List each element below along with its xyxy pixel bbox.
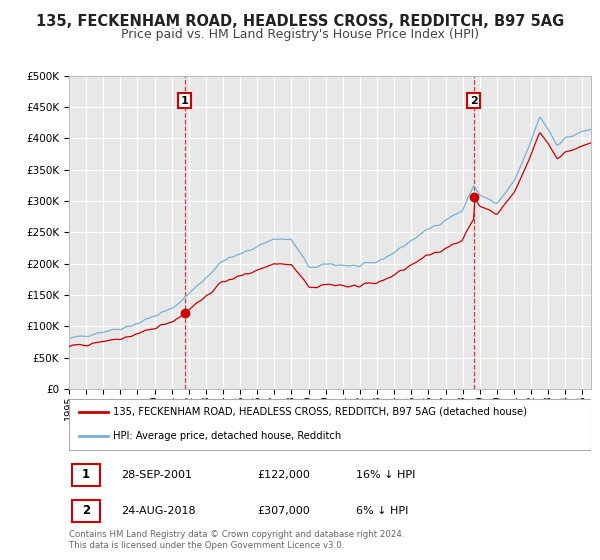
Text: 6% ↓ HPI: 6% ↓ HPI: [356, 506, 409, 516]
Text: 1: 1: [82, 468, 90, 481]
Text: £122,000: £122,000: [257, 470, 310, 479]
Text: £307,000: £307,000: [257, 506, 310, 516]
FancyBboxPatch shape: [71, 464, 100, 486]
Text: 135, FECKENHAM ROAD, HEADLESS CROSS, REDDITCH, B97 5AG: 135, FECKENHAM ROAD, HEADLESS CROSS, RED…: [36, 14, 564, 29]
Text: 28-SEP-2001: 28-SEP-2001: [121, 470, 192, 479]
Text: 135, FECKENHAM ROAD, HEADLESS CROSS, REDDITCH, B97 5AG (detached house): 135, FECKENHAM ROAD, HEADLESS CROSS, RED…: [113, 407, 527, 417]
Text: Contains HM Land Registry data © Crown copyright and database right 2024.
This d: Contains HM Land Registry data © Crown c…: [69, 530, 404, 550]
Text: Price paid vs. HM Land Registry's House Price Index (HPI): Price paid vs. HM Land Registry's House …: [121, 28, 479, 41]
Text: 24-AUG-2018: 24-AUG-2018: [121, 506, 196, 516]
Text: HPI: Average price, detached house, Redditch: HPI: Average price, detached house, Redd…: [113, 431, 341, 441]
Text: 2: 2: [470, 96, 478, 106]
Text: 2: 2: [82, 505, 90, 517]
FancyBboxPatch shape: [71, 500, 100, 522]
Text: 16% ↓ HPI: 16% ↓ HPI: [356, 470, 415, 479]
FancyBboxPatch shape: [69, 399, 591, 450]
Text: 1: 1: [181, 96, 188, 106]
